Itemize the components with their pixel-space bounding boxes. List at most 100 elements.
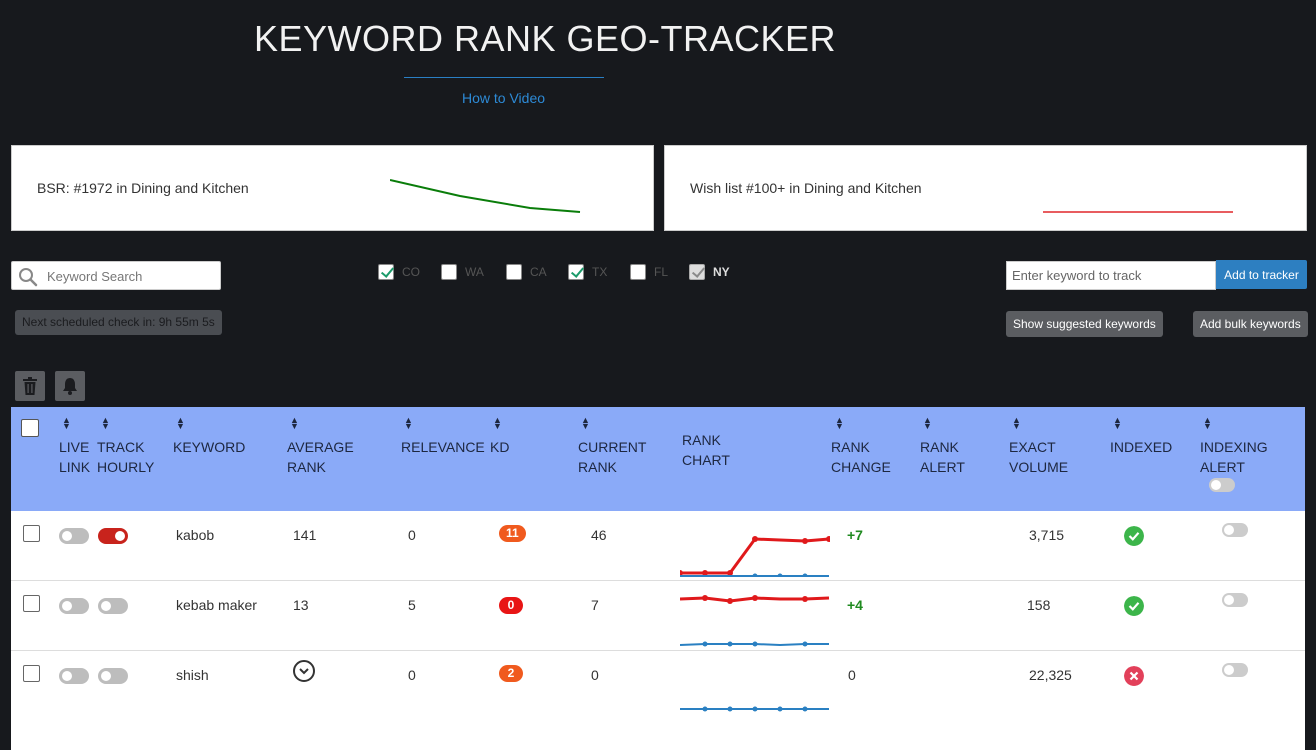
- alert-button[interactable]: [55, 371, 85, 401]
- relevance-cell: 0: [408, 527, 416, 543]
- state-filter-wa[interactable]: WA: [441, 264, 484, 280]
- state-label-ca: CA: [530, 265, 547, 279]
- not-indexed-icon: [1124, 666, 1144, 686]
- track-hourly-toggle[interactable]: [98, 528, 128, 544]
- keyword-cell: shish: [176, 667, 209, 683]
- state-checkbox-ny: [689, 264, 705, 280]
- rank-change-cell: +4: [847, 597, 863, 613]
- kd-badge: 0: [499, 597, 523, 614]
- bsr-trend-sparkline: [390, 179, 581, 213]
- keyword-cell: kabob: [176, 527, 215, 543]
- page-title: KEYWORD RANK GEO-TRACKER: [254, 18, 837, 59]
- state-filter-ca[interactable]: CA: [506, 264, 547, 280]
- sort-icon[interactable]: ▲ ▼: [1113, 415, 1122, 431]
- schedule-badge: Next scheduled check in: 9h 55m 5s: [15, 310, 222, 335]
- col-keyword[interactable]: KEYWORD: [173, 439, 246, 455]
- state-label-tx: TX: [592, 265, 608, 279]
- indexing-alert-toggle[interactable]: [1222, 523, 1248, 537]
- sort-icon[interactable]: ▲ ▼: [923, 415, 932, 431]
- sort-icon[interactable]: ▲ ▼: [1203, 415, 1212, 431]
- trash-icon: [23, 377, 37, 395]
- rank-change-cell: 0: [848, 667, 856, 683]
- title-underline: [404, 77, 604, 78]
- indexing-alert-toggle[interactable]: [1222, 663, 1248, 677]
- how-to-video-link[interactable]: How to Video: [462, 90, 546, 106]
- sort-icon[interactable]: ▲ ▼: [176, 415, 185, 431]
- col-current-rank[interactable]: CURRENT RANK: [578, 439, 647, 475]
- average-rank-cell: 141: [293, 527, 317, 543]
- col-indexed[interactable]: INDEXED: [1110, 439, 1173, 455]
- table-row: shish 0 2 0 0 22,325: [11, 651, 1305, 721]
- sort-icon[interactable]: ▲ ▼: [493, 415, 502, 431]
- state-checkbox-tx[interactable]: [568, 264, 584, 280]
- indexing-alert-toggle[interactable]: [1222, 593, 1248, 607]
- exact-volume-cell: 22,325: [1029, 667, 1072, 683]
- col-exact-volume[interactable]: EXACT VOLUME: [1009, 439, 1069, 475]
- state-filter-co[interactable]: CO: [378, 264, 420, 280]
- state-label-co: CO: [402, 265, 420, 279]
- state-filter-tx[interactable]: TX: [568, 264, 607, 280]
- sort-icon[interactable]: ▲ ▼: [581, 415, 590, 431]
- delete-button[interactable]: [15, 371, 45, 401]
- state-checkbox-wa[interactable]: [441, 264, 457, 280]
- col-live-link[interactable]: LIVE LINK: [59, 439, 91, 475]
- state-checkbox-co[interactable]: [378, 264, 394, 280]
- keyword-search-input[interactable]: [47, 266, 215, 286]
- table-row: kabob 141 0 11 46 +7 3,715: [11, 511, 1305, 581]
- wishlist-text: Wish list #100+ in Dining and Kitchen: [690, 180, 922, 196]
- bell-icon: [63, 378, 77, 395]
- rank-chart: [680, 595, 830, 647]
- col-track-hourly[interactable]: TRACK HOURLY: [97, 439, 155, 475]
- live-link-toggle[interactable]: [59, 668, 89, 684]
- rank-chart: [680, 706, 829, 712]
- clock-icon: [293, 660, 315, 682]
- row-checkbox[interactable]: [23, 595, 40, 612]
- exact-volume-cell: 3,715: [1029, 527, 1065, 543]
- select-all-checkbox[interactable]: [21, 419, 39, 437]
- bsr-card: BSR: #1972 in Dining and Kitchen: [11, 145, 654, 231]
- keyword-search-box[interactable]: [11, 261, 221, 290]
- table-row: kebab maker 13 5 0 7 +4 158: [11, 581, 1305, 651]
- sort-icon[interactable]: ▲ ▼: [101, 415, 110, 431]
- live-link-toggle[interactable]: [59, 598, 89, 614]
- add-bulk-keywords-button[interactable]: Add bulk keywords: [1193, 311, 1308, 337]
- row-checkbox[interactable]: [23, 525, 40, 542]
- col-kd[interactable]: KD: [490, 439, 510, 455]
- sort-icon[interactable]: ▲ ▼: [1012, 415, 1021, 431]
- rank-chart: [680, 536, 830, 577]
- col-indexing-alert[interactable]: INDEXING ALERT: [1200, 439, 1268, 475]
- rank-change-cell: +7: [847, 527, 863, 543]
- show-suggested-keywords-button[interactable]: Show suggested keywords: [1006, 311, 1163, 337]
- indexing-alert-master-toggle[interactable]: [1209, 478, 1235, 492]
- sort-icon[interactable]: ▲ ▼: [290, 415, 299, 431]
- state-checkbox-fl[interactable]: [630, 264, 646, 280]
- track-hourly-toggle[interactable]: [98, 598, 128, 614]
- kd-badge: 2: [499, 665, 523, 682]
- state-label-fl: FL: [654, 265, 669, 279]
- current-rank-cell: 7: [591, 597, 599, 613]
- col-rank-change[interactable]: RANK CHANGE: [831, 439, 891, 475]
- state-label-wa: WA: [465, 265, 484, 279]
- state-checkbox-ca[interactable]: [506, 264, 522, 280]
- wishlist-card: Wish list #100+ in Dining and Kitchen: [664, 145, 1307, 231]
- row-checkbox[interactable]: [23, 665, 40, 682]
- state-filter-ny: NY: [689, 264, 730, 280]
- state-filter-fl[interactable]: FL: [630, 264, 668, 280]
- track-hourly-toggle[interactable]: [98, 668, 128, 684]
- indexed-check-icon: [1124, 596, 1144, 616]
- current-rank-cell: 46: [591, 527, 607, 543]
- col-relevance[interactable]: RELEVANCE: [401, 439, 485, 455]
- sort-icon[interactable]: ▲ ▼: [62, 415, 71, 431]
- track-keyword-input[interactable]: [1006, 261, 1216, 290]
- table-header: ▲ ▼ LIVE LINK ▲ ▼ TRACK HOURLY ▲ ▼ KEYWORD ▲ ▼…: [11, 407, 1305, 511]
- add-to-tracker-button[interactable]: Add to tracker: [1216, 260, 1307, 289]
- col-average-rank[interactable]: AVERAGE RANK: [287, 439, 354, 475]
- sort-icon[interactable]: ▲ ▼: [835, 415, 844, 431]
- col-rank-alert[interactable]: RANK ALERT: [920, 439, 965, 475]
- sort-icon[interactable]: ▲ ▼: [404, 415, 413, 431]
- wishlist-trend-sparkline: [1043, 211, 1233, 213]
- exact-volume-cell: 158: [1027, 597, 1051, 613]
- relevance-cell: 5: [408, 597, 416, 613]
- relevance-cell: 0: [408, 667, 416, 683]
- live-link-toggle[interactable]: [59, 528, 89, 544]
